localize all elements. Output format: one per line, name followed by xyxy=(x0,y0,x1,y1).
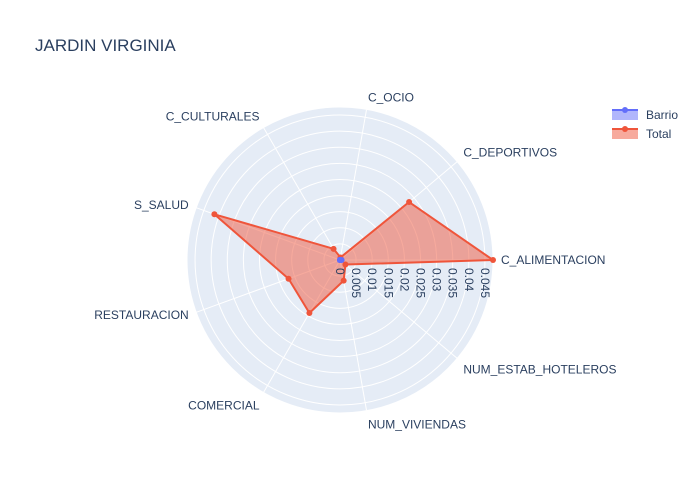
spoke-c_ocio xyxy=(339,109,368,261)
angular-axis-labels: C_ALIMENTACION C_DEPORTIVOS C_OCIO C_CULTUR… xyxy=(94,90,616,431)
axis-label-c_culturales: C_CULTURALES xyxy=(166,110,260,124)
point-total-restauracion[interactable] xyxy=(285,275,292,282)
legend-swatch-barrio xyxy=(612,110,638,120)
axis-label-s_salud: S_SALUD xyxy=(134,198,189,212)
axis-label-comercial: COMERCIAL xyxy=(188,398,260,412)
radial-tick-label-4: 0.02 xyxy=(397,268,411,292)
point-total-num_estab_hoteleros[interactable] xyxy=(342,261,349,268)
radial-tick-label-0: 0 xyxy=(333,268,347,275)
legend-label-barrio: Barrio xyxy=(646,108,678,122)
series-layer xyxy=(211,199,496,317)
legend-marker-total xyxy=(622,126,628,132)
radial-tick-label-7: 0.035 xyxy=(446,268,460,298)
point-total-c_alimentacion[interactable] xyxy=(490,257,496,263)
legend-swatch-total xyxy=(612,129,638,139)
axis-label-c_ocio: C_OCIO xyxy=(368,90,414,104)
legend[interactable]: Barrio Total xyxy=(612,107,678,141)
spoke-num_viviendas xyxy=(339,259,368,411)
legend-label-total: Total xyxy=(646,127,671,141)
radial-tick-label-1: 0.005 xyxy=(349,268,363,298)
axis-label-num_viviendas: NUM_VIVIENDAS xyxy=(368,418,466,432)
axis-label-c_alimentacion: C_ALIMENTACION xyxy=(501,253,605,267)
spoke-num_estab_hoteleros xyxy=(339,259,458,359)
series-barrio xyxy=(337,257,345,263)
radial-tick-label-6: 0.03 xyxy=(430,268,444,292)
point-total-num_viviendas[interactable] xyxy=(340,277,347,284)
radial-tick-label-8: 0.04 xyxy=(462,268,476,292)
chart-title: JARDIN VIRGINIA xyxy=(35,36,176,55)
radial-tick-labels: 0 0.005 0.01 0.015 0.02 0.025 0.03 0.035 0.04 0.0… xyxy=(333,268,492,298)
point-total-c_culturales[interactable] xyxy=(330,245,337,252)
point-total-comercial[interactable] xyxy=(306,310,313,317)
radial-tick-label-5: 0.025 xyxy=(414,268,428,298)
legend-marker-barrio xyxy=(622,107,628,113)
axis-label-num_estab_hoteleros: NUM_ESTAB_HOTELEROS xyxy=(463,362,616,376)
series-area-total xyxy=(213,201,494,314)
radial-tick-label-3: 0.015 xyxy=(381,268,395,298)
point-total-s_salud[interactable] xyxy=(211,211,218,218)
legend-item-barrio[interactable]: Barrio xyxy=(612,107,678,122)
radial-tick-label-9: 0.045 xyxy=(478,268,492,298)
series-total xyxy=(211,199,496,317)
point-barrio-num_estab_hoteleros[interactable] xyxy=(337,257,343,263)
radial-tick-label-2: 0.01 xyxy=(365,268,379,292)
legend-item-total[interactable]: Total xyxy=(612,126,671,141)
point-total-c_deportivos[interactable] xyxy=(406,199,413,206)
spoke-c_culturales xyxy=(263,127,341,261)
axis-label-c_deportivos: C_DEPORTIVOS xyxy=(463,146,557,160)
axis-label-restauracion: RESTAURACION xyxy=(94,308,188,322)
